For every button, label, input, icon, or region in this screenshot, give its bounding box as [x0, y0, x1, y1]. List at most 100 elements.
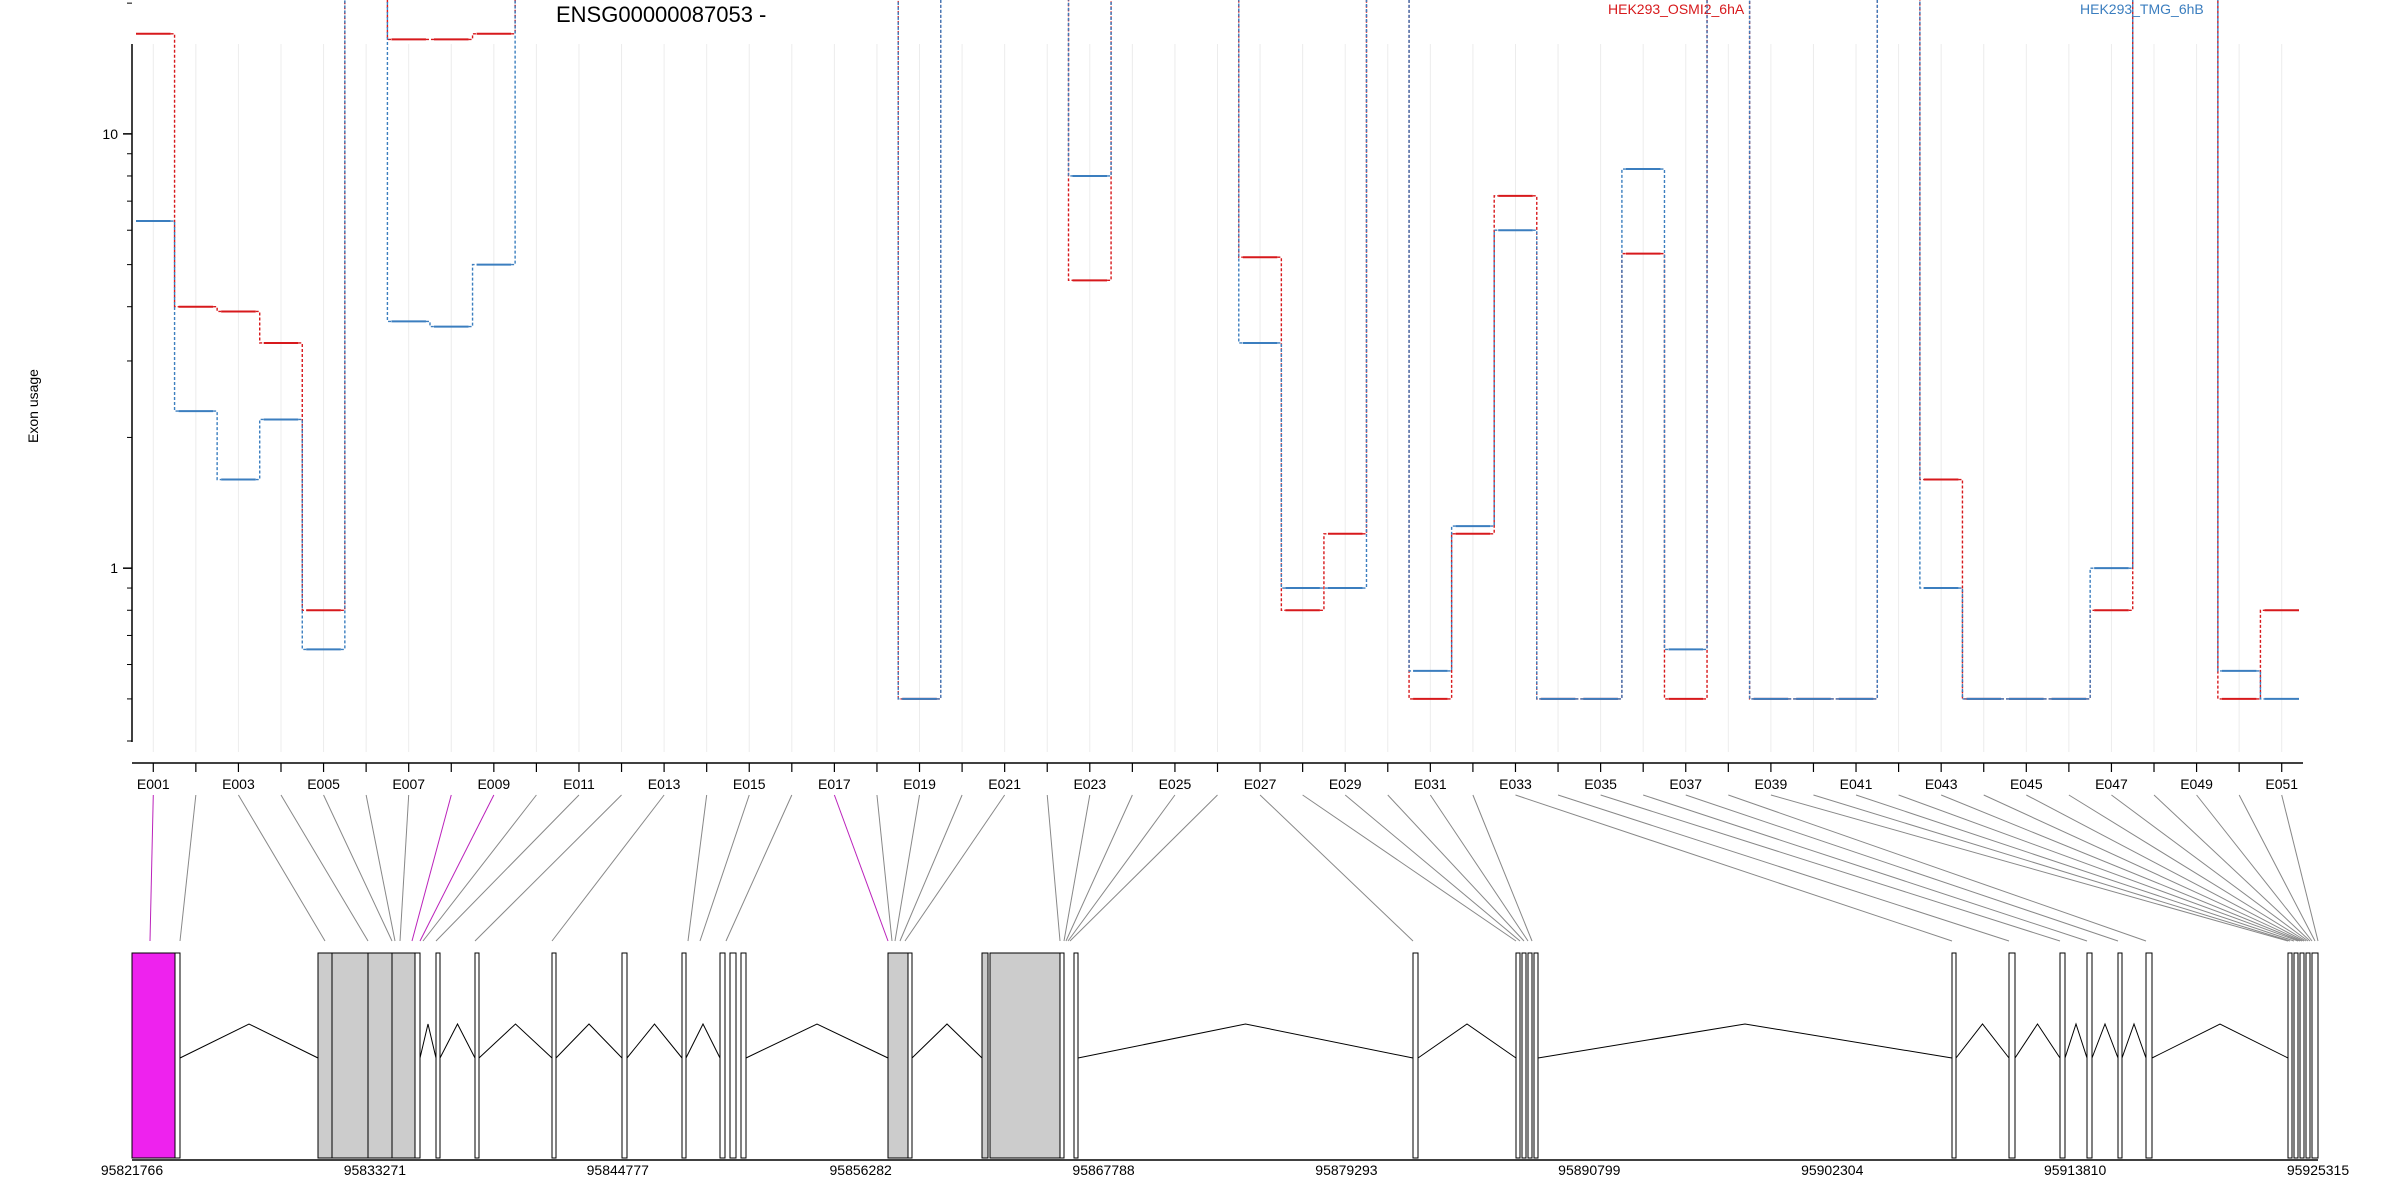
exon-connector	[1898, 794, 2299, 942]
data-connector	[1408, 0, 1414, 672]
genomic-tick-label: 95867788	[1072, 1162, 1135, 1178]
exon-connector	[422, 794, 537, 942]
exon-connector	[1770, 794, 2289, 942]
data-connector	[1873, 0, 1879, 700]
exon-connector	[2153, 794, 2311, 942]
exon-box	[740, 952, 747, 1159]
data-connector	[425, 320, 434, 328]
exon-connector	[551, 794, 665, 942]
x-tick-label: E019	[903, 776, 936, 792]
exon-box	[1521, 952, 1527, 1159]
x-tick-label: E025	[1159, 776, 1192, 792]
exon-box	[174, 952, 181, 1159]
exon-box	[1533, 952, 1539, 1159]
data-connector	[2217, 0, 2222, 672]
exon-box	[2311, 952, 2319, 1159]
data-connector	[936, 0, 942, 700]
data-connector	[170, 220, 179, 412]
x-tick-label: E005	[307, 776, 340, 792]
exon-box	[331, 952, 369, 1159]
exon-connector	[1940, 794, 2301, 942]
exon-connector	[179, 794, 197, 942]
x-tick-label: E031	[1414, 776, 1447, 792]
exon-box	[391, 952, 416, 1159]
data-connector	[255, 310, 264, 344]
data-connector	[298, 418, 307, 651]
x-tick-label: E015	[733, 776, 766, 792]
exon-connector	[1728, 794, 2147, 942]
exon-box	[681, 952, 687, 1159]
legend-entry-tmg: HEK293_TMG_6hB	[2080, 1, 2204, 17]
exon-connector	[2111, 794, 2309, 942]
exon-connector	[1983, 794, 2303, 942]
data-connector	[1873, 0, 1879, 700]
exon-box	[551, 952, 557, 1159]
exon-connector	[1063, 794, 1091, 942]
data-connector	[1958, 587, 1967, 700]
genomic-tick-label: 95902304	[1801, 1162, 1864, 1178]
genomic-tick-label: 95925315	[2287, 1162, 2350, 1178]
data-connector	[1447, 533, 1456, 700]
genomic-tick-label: 95821766	[101, 1162, 164, 1178]
data-connector	[255, 418, 264, 481]
x-tick-label: E003	[222, 776, 255, 792]
exon-box	[729, 952, 737, 1159]
intron-line	[911, 1023, 983, 1059]
data-connector	[1277, 256, 1286, 611]
data-connector	[1362, 0, 1368, 589]
intron-line	[1417, 1023, 1517, 1059]
exon-box	[719, 952, 726, 1159]
data-connector	[1238, 0, 1243, 344]
exon-connector	[1429, 794, 1529, 942]
exon-connector	[474, 794, 622, 942]
exon-connector	[323, 794, 393, 942]
exon-connector	[399, 794, 410, 942]
exon-connector	[1259, 794, 1414, 942]
data-connector	[468, 263, 477, 328]
data-connector	[2128, 0, 2134, 569]
exon-connector	[1600, 794, 2061, 942]
exon-connector	[411, 794, 452, 942]
x-tick-label: E043	[1925, 776, 1958, 792]
exon-connector	[365, 794, 396, 942]
data-connector	[1617, 168, 1626, 700]
intron-line	[555, 1023, 623, 1059]
x-tick-label: E001	[137, 776, 170, 792]
intron-line	[626, 1023, 683, 1059]
exon-connector	[2238, 794, 2316, 942]
exon-connector	[2068, 794, 2307, 942]
exon-box	[1073, 952, 1079, 1159]
data-connector	[2256, 609, 2265, 700]
data-connector	[2128, 0, 2134, 611]
x-tick-label: E009	[477, 776, 510, 792]
exon-box	[414, 952, 421, 1159]
data-connector	[1703, 0, 1708, 700]
exon-box	[474, 952, 480, 1159]
exon-box	[2059, 952, 2066, 1159]
x-tick-label: E011	[563, 776, 595, 792]
intron-line	[685, 1022, 721, 1059]
exon-box	[1515, 952, 1521, 1159]
chart-title: ENSG00000087053 -	[556, 2, 767, 27]
x-tick-label: E051	[2265, 776, 2298, 792]
data-connector	[936, 0, 942, 700]
exon-connector	[687, 794, 708, 942]
exon-box	[317, 952, 333, 1159]
intron-line	[179, 1023, 319, 1059]
intron-line	[2091, 1022, 2119, 1059]
exon-connector	[435, 794, 580, 942]
exon-connector	[904, 794, 1006, 942]
exon-connector	[1387, 794, 1525, 942]
exon-connector	[1302, 794, 1517, 942]
exon-connector	[1685, 794, 2119, 942]
exon-connector	[149, 794, 154, 942]
exon-connector	[1472, 794, 1533, 942]
exon-box	[2299, 952, 2305, 1159]
intron-line	[2014, 1023, 2061, 1059]
x-tick-label: E037	[1669, 776, 1702, 792]
exon-connector	[1344, 794, 1521, 942]
x-tick-label: E041	[1840, 776, 1873, 792]
data-connector	[1447, 525, 1456, 672]
exon-connector	[2281, 794, 2319, 942]
genomic-tick-label: 95890799	[1558, 1162, 1621, 1178]
